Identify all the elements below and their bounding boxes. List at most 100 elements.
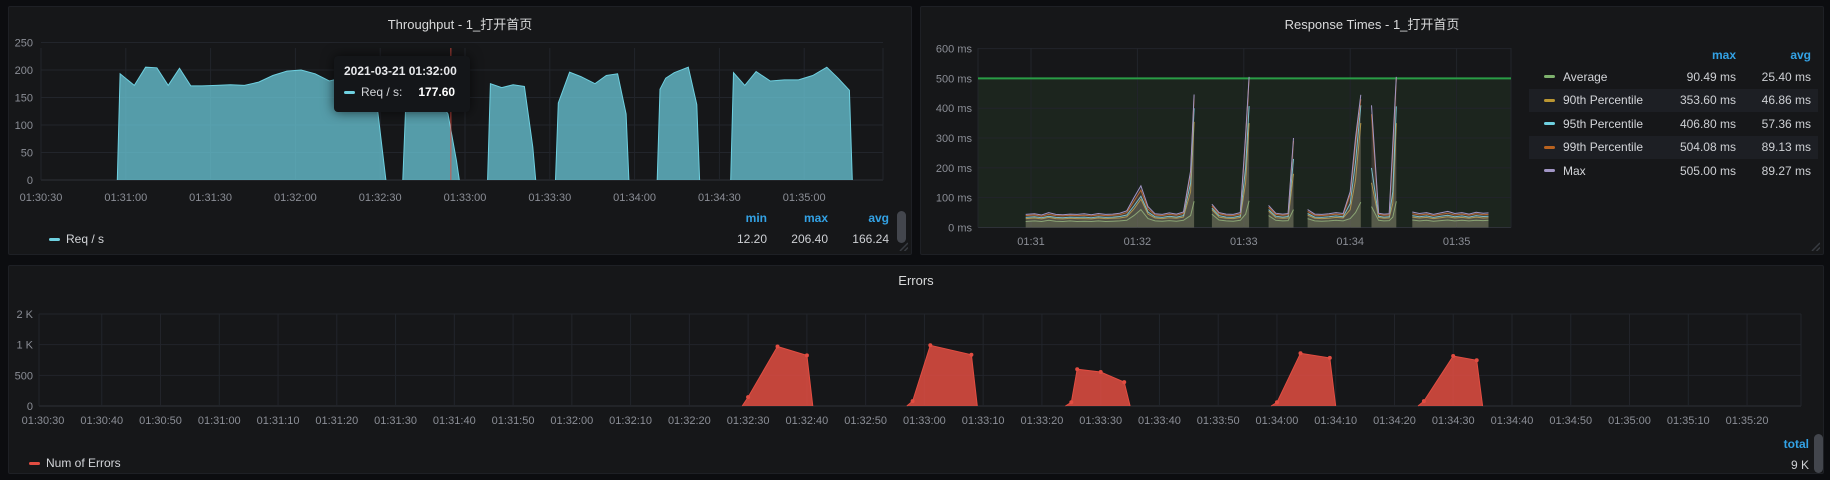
tick-label: 01:31:00 bbox=[104, 192, 147, 204]
panel-response-times: Response Times - 1_打开首页 0 ms 100 ms 200 ms… bbox=[920, 6, 1824, 255]
legend-row: Average 90.49 ms 25.40 ms bbox=[1529, 65, 1818, 89]
legend-header-max[interactable]: max bbox=[803, 211, 828, 225]
legend-max-value: 505.00 ms bbox=[1679, 163, 1736, 178]
tick-label: 01:35:00 bbox=[783, 192, 826, 204]
response-series-area bbox=[1412, 220, 1489, 228]
legend-series-label[interactable]: 95th Percentile bbox=[1563, 116, 1644, 131]
legend-series-label[interactable]: Num of Errors bbox=[46, 456, 121, 470]
response-series-line bbox=[1412, 216, 1489, 220]
response-series-line bbox=[1371, 201, 1397, 222]
data-point bbox=[1275, 400, 1279, 405]
panel-resize-handle[interactable] bbox=[1811, 242, 1820, 251]
tick-label: 01:35:00 bbox=[1608, 415, 1651, 427]
tick-label: 500 ms bbox=[936, 73, 973, 85]
legend-series-label[interactable]: 90th Percentile bbox=[1563, 93, 1644, 108]
tick-label: 01:35 bbox=[1443, 236, 1471, 248]
response-series-area bbox=[1268, 138, 1294, 228]
panel-title-errors[interactable]: Errors bbox=[898, 273, 934, 288]
tick-label: 01:33:00 bbox=[444, 192, 487, 204]
legend-scrollbar-thumb[interactable] bbox=[1814, 434, 1823, 473]
legend-avg-value: 89.13 ms bbox=[1761, 140, 1811, 155]
tick-label: 01:30:40 bbox=[80, 415, 123, 427]
throughput-area bbox=[117, 67, 386, 180]
legend-row: 95th Percentile 406.80 ms 57.36 ms bbox=[1529, 112, 1818, 136]
legend-series-label[interactable]: Req / s bbox=[66, 232, 105, 246]
legend-max-value: 90.49 ms bbox=[1686, 69, 1736, 84]
response-series-area bbox=[1211, 123, 1250, 228]
tick-label: 01:32:10 bbox=[609, 415, 652, 427]
response-times-chart[interactable]: 0 ms 100 ms 200 ms 300 ms 400 ms 500 ms 600 ms… bbox=[921, 7, 1523, 254]
data-point bbox=[1069, 400, 1074, 405]
legend-series-label[interactable]: 99th Percentile bbox=[1563, 140, 1644, 155]
tick-label: 01:32:00 bbox=[274, 192, 317, 204]
tick-label: 01:32:50 bbox=[844, 415, 887, 427]
response-series-line bbox=[1025, 121, 1195, 220]
tick-label: 0 ms bbox=[948, 223, 972, 235]
response-series-area bbox=[1412, 211, 1489, 228]
response-series-line bbox=[1268, 158, 1294, 218]
response-series-line bbox=[1412, 214, 1489, 218]
throughput-chart[interactable]: 0 50 100 150 200 250 01:30:30 01:31:00 01:31:30 0… bbox=[9, 7, 911, 207]
legend-header-min[interactable]: min bbox=[745, 211, 767, 225]
response-series-area bbox=[1371, 123, 1397, 228]
tick-label: 01:33:30 bbox=[528, 192, 571, 204]
throughput-area bbox=[657, 67, 700, 180]
legend-series-label[interactable]: Max bbox=[1563, 163, 1586, 178]
response-series-line bbox=[1025, 94, 1195, 216]
legend-header-max[interactable]: max bbox=[1711, 48, 1736, 62]
throughput-line bbox=[487, 83, 537, 181]
legend-avg-value: 166.24 bbox=[852, 232, 889, 246]
response-series-line bbox=[1211, 123, 1250, 220]
tick-label: 100 bbox=[15, 120, 33, 132]
legend-row: 99th Percentile 504.08 ms 89.13 ms bbox=[1529, 135, 1818, 159]
tooltip-value: 177.60 bbox=[418, 85, 456, 99]
response-series-line bbox=[1211, 76, 1250, 215]
legend-header-avg[interactable]: avg bbox=[868, 211, 889, 225]
tooltip-series-dash bbox=[344, 90, 355, 94]
panel-title-response[interactable]: Response Times - 1_打开首页 bbox=[1284, 17, 1460, 32]
legend-item-req-s[interactable]: Req / s bbox=[49, 232, 104, 246]
response-series-area bbox=[1371, 76, 1397, 228]
errors-legend-total: total 9 K bbox=[1784, 437, 1809, 472]
legend-min-value: 12.20 bbox=[736, 232, 767, 246]
data-point bbox=[1122, 380, 1127, 385]
response-series-area bbox=[1268, 173, 1294, 228]
response-series-line bbox=[1211, 106, 1250, 218]
data-point bbox=[969, 352, 974, 357]
tick-label: 01:35:10 bbox=[1667, 415, 1710, 427]
tick-label: 250 bbox=[15, 38, 33, 50]
legend-header-total[interactable]: total bbox=[1783, 437, 1809, 451]
tick-label: 0 bbox=[27, 175, 33, 187]
legend-header-avg[interactable]: avg bbox=[1790, 48, 1811, 62]
panel-title-throughput[interactable]: Throughput - 1_打开首页 bbox=[387, 17, 533, 32]
tick-label: 300 ms bbox=[936, 133, 973, 145]
legend-avg-value: 89.27 ms bbox=[1761, 163, 1811, 178]
response-series-area bbox=[1211, 76, 1250, 228]
tick-label: 01:34:30 bbox=[1432, 415, 1475, 427]
response-series-line bbox=[1307, 105, 1362, 218]
tick-label: 01:33:00 bbox=[903, 415, 946, 427]
tick-label: 01:34 bbox=[1336, 236, 1364, 248]
errors-chart[interactable]: 0 500 1 K 2 K 01:30:30 01:30:40 01:30:50 01:31:… bbox=[9, 266, 1823, 473]
response-series-area bbox=[1025, 201, 1195, 228]
series-color-dash bbox=[49, 237, 60, 241]
tick-label: 01:32:30 bbox=[359, 192, 402, 204]
legend-item-num-of-errors[interactable]: Num of Errors bbox=[29, 456, 121, 470]
throughput-line bbox=[656, 66, 701, 181]
tick-label: 01:34:00 bbox=[1256, 415, 1299, 427]
data-point bbox=[1098, 370, 1103, 374]
legend-max-value: 353.60 ms bbox=[1679, 93, 1736, 108]
panel-resize-handle[interactable] bbox=[899, 242, 908, 251]
tick-label: 01:31:30 bbox=[189, 192, 232, 204]
legend-series-label[interactable]: Average bbox=[1563, 69, 1608, 84]
tick-label: 01:32 bbox=[1124, 236, 1152, 248]
response-series-line bbox=[1307, 201, 1362, 222]
legend-scrollbar-thumb[interactable] bbox=[897, 211, 906, 243]
response-series-line bbox=[1307, 94, 1362, 215]
tick-label: 01:30:30 bbox=[20, 192, 63, 204]
tick-label: 01:32:30 bbox=[727, 415, 770, 427]
errors-area bbox=[1271, 353, 1336, 406]
tick-label: 200 bbox=[15, 65, 33, 77]
response-series-line bbox=[1371, 106, 1397, 218]
tick-label: 01:33:40 bbox=[1138, 415, 1181, 427]
